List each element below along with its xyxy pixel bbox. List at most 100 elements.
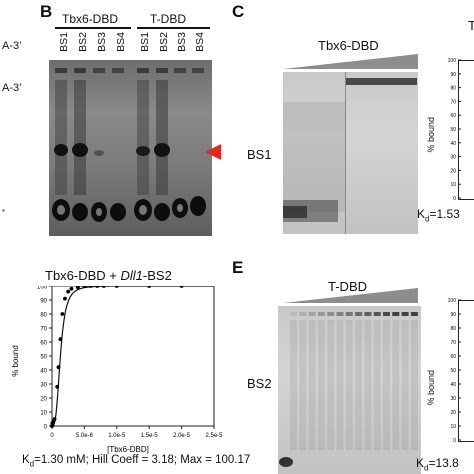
panel-e-axis [458,300,474,442]
y-tick-label: 80 [450,86,456,92]
y-tick-label: 70 [450,340,456,346]
panel-c-title: Tbx6-DBD [318,38,379,53]
panel-c-axis [458,60,474,200]
panel-e-right-plot: % bound 100 90 80 70 60 50 40 30 20 10 0 [424,290,474,450]
y-tick-label: 0 [453,438,456,444]
y-tick-label: 40 [450,141,456,147]
gel-band [327,312,335,316]
gel-lane-smear [392,320,400,450]
gel-band [345,312,353,316]
data-point [179,286,184,288]
data-point [114,286,119,288]
y-tick-label: 0 [453,196,456,202]
data-point [147,286,152,288]
y-tick-label: 20 [450,168,456,174]
data-point [66,289,71,294]
shift-arrow-icon [205,144,221,160]
data-point [56,365,61,370]
partial-label-2: A-3’ [2,82,22,94]
panel-c-right-plot: % bound 100 90 80 70 60 50 40 30 20 10 0 [424,52,474,204]
gel-lane-smear [308,320,316,450]
gel-bands-c [283,72,417,234]
lane-label: BS3 [96,32,108,52]
data-point [76,286,80,290]
panel-d-fit-summary: Kd=1.30 mM; Hill Coeff = 3.18; Max = 100… [22,454,251,469]
plot-frame [51,286,215,427]
data-point [58,337,63,342]
lane-label: BS1 [58,32,70,52]
gel-image-e [278,306,421,474]
x-tick-label: 2.0e-5 [173,433,191,439]
y-tick-label: 10 [450,182,456,188]
gel-band [373,312,381,316]
gel-band [401,312,409,316]
lane-label: BS4 [115,32,127,52]
data-point [101,286,106,288]
gel-lane-smear [299,320,307,450]
concentration-ramp-c [283,54,418,69]
panel-c-kd: Kd=1.53 [417,207,460,224]
gel-free-probe [279,457,293,467]
gel-band [336,312,344,316]
y-axis-label: % bound [11,345,20,377]
gel-lane-smear [317,320,325,450]
data-point [82,286,87,288]
gel-band [392,312,400,316]
gel-band [317,312,325,316]
panel-e-title: T-DBD [328,279,367,294]
y-tick-label: 50 [450,368,456,374]
panel-c-letter: C [232,2,245,21]
gel-lane-smear [364,320,372,450]
gel-band [308,312,316,316]
y-tick-label: 90 [40,299,47,305]
data-point [95,286,100,288]
panel-e-row-label: BS2 [247,376,272,391]
y-tick-label: 10 [450,424,456,430]
y-tick-label: 100 [448,58,457,64]
lane-label: BS4 [194,32,206,52]
data-point [63,296,67,301]
y-tick-label: 10 [40,411,47,417]
group-bar-t [137,27,210,29]
x-tick-label: 1.5e-5 [141,433,159,439]
y-tick-label: 70 [450,99,456,105]
y-tick-label: 100 [37,286,48,291]
x-tick-label: 0 [50,433,54,439]
panel-c-row-label: BS1 [247,147,272,162]
panel-e-kd: Kd=13.8 [416,456,459,473]
data-point [60,312,65,316]
y-tick-label: 0 [44,425,48,431]
y-tick-label: 30 [450,396,456,402]
y-tick-label: 40 [40,369,47,375]
y-tick-label: 20 [40,397,47,403]
y-tick-label: 100 [448,298,457,304]
panel-c-right-title: T [468,18,474,33]
group-label-t: T-DBD [150,12,186,26]
gel-lane-smear [383,320,390,450]
y-tick-label: 40 [450,382,456,388]
gel-lane-smear [336,320,344,450]
y-tick-label: 50 [450,127,456,133]
data-point [69,286,74,291]
gel-lane-smear [345,320,353,450]
binding-curve-chart: 0 10 20 30 40 50 60 70 80 90 100 0 5.0e-6 1.0e-5 1.5e… [11,286,223,454]
lane-label: BS3 [176,32,188,52]
gel-band [299,312,307,316]
data-point [52,417,57,421]
gel-band [355,312,363,316]
y-tick-label: 20 [450,410,456,416]
gel-lane-smear [373,320,381,450]
y-tick-label: 90 [450,72,456,78]
data-point [88,286,93,288]
y-tick-label: 60 [450,354,456,360]
gel-lane-smear [410,320,418,450]
lane-label: BS2 [77,32,89,52]
y-tick-label: 90 [450,312,456,318]
gel-image-c [283,72,418,234]
x-tick-label: 5.0e-6 [76,433,94,439]
gel-band [383,312,390,316]
partial-label-1: A-3’ [2,40,22,52]
gel-band [364,312,372,316]
lane-label: BS2 [158,32,170,52]
